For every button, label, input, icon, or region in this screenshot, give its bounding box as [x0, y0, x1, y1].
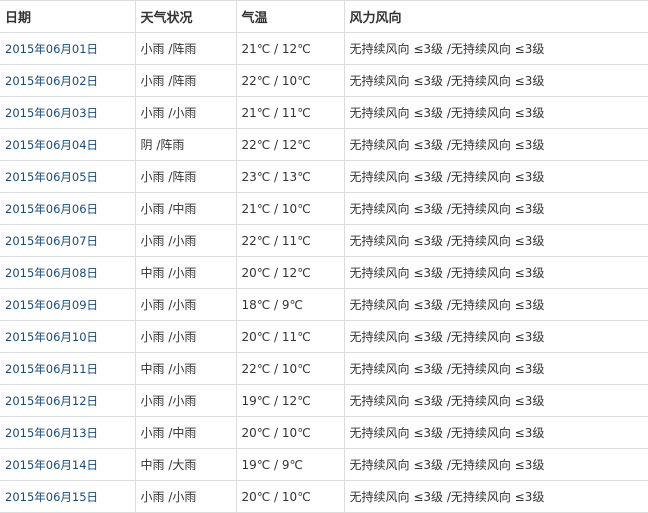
table-row: 2015年06月12日 小雨 /小雨 19℃ / 12℃ 无持续风向 ≤3级 /…: [0, 384, 648, 417]
wind-cell: 无持续风向 ≤3级 /无持续风向 ≤3级: [343, 64, 648, 97]
table-row: 2015年06月04日 阴 /阵雨 22℃ / 12℃ 无持续风向 ≤3级 /无…: [0, 128, 648, 161]
date-link[interactable]: 2015年06月14日: [5, 457, 99, 472]
date-link[interactable]: 2015年06月02日: [5, 73, 99, 88]
weather-cell: 小雨 /小雨: [134, 224, 237, 257]
table-row: 2015年06月10日 小雨 /小雨 20℃ / 11℃ 无持续风向 ≤3级 /…: [0, 320, 648, 353]
table-row: 2015年06月08日 中雨 /小雨 20℃ / 12℃ 无持续风向 ≤3级 /…: [0, 256, 648, 289]
wind-cell: 无持续风向 ≤3级 /无持续风向 ≤3级: [343, 32, 648, 65]
wind-cell: 无持续风向 ≤3级 /无持续风向 ≤3级: [343, 352, 648, 385]
date-cell: 2015年06月07日: [0, 224, 136, 257]
weather-cell: 小雨 /小雨: [134, 320, 237, 353]
table-row: 2015年06月13日 小雨 /中雨 20℃ / 10℃ 无持续风向 ≤3级 /…: [0, 416, 648, 449]
date-link[interactable]: 2015年06月15日: [5, 489, 99, 504]
date-cell: 2015年06月08日: [0, 256, 136, 289]
wind-cell: 无持续风向 ≤3级 /无持续风向 ≤3级: [343, 448, 648, 481]
date-cell: 2015年06月15日: [0, 480, 136, 513]
weather-cell: 阴 /阵雨: [134, 128, 237, 161]
date-cell: 2015年06月05日: [0, 160, 136, 193]
table-row: 2015年06月07日 小雨 /小雨 22℃ / 11℃ 无持续风向 ≤3级 /…: [0, 224, 648, 257]
wind-cell: 无持续风向 ≤3级 /无持续风向 ≤3级: [343, 480, 648, 513]
header-temp: 气温: [235, 0, 345, 33]
weather-cell: 中雨 /小雨: [134, 256, 237, 289]
weather-cell: 小雨 /中雨: [134, 192, 237, 225]
temp-cell: 21℃ / 10℃: [235, 192, 345, 225]
table-row: 2015年06月11日 中雨 /小雨 22℃ / 10℃ 无持续风向 ≤3级 /…: [0, 352, 648, 385]
date-cell: 2015年06月10日: [0, 320, 136, 353]
wind-cell: 无持续风向 ≤3级 /无持续风向 ≤3级: [343, 256, 648, 289]
table-row: 2015年06月14日 中雨 /大雨 19℃ / 9℃ 无持续风向 ≤3级 /无…: [0, 448, 648, 481]
wind-cell: 无持续风向 ≤3级 /无持续风向 ≤3级: [343, 224, 648, 257]
wind-cell: 无持续风向 ≤3级 /无持续风向 ≤3级: [343, 320, 648, 353]
weather-cell: 小雨 /小雨: [134, 96, 237, 129]
date-cell: 2015年06月12日: [0, 384, 136, 417]
date-link[interactable]: 2015年06月07日: [5, 233, 99, 248]
date-cell: 2015年06月02日: [0, 64, 136, 97]
date-cell: 2015年06月11日: [0, 352, 136, 385]
weather-cell: 小雨 /小雨: [134, 480, 237, 513]
temp-cell: 22℃ / 10℃: [235, 64, 345, 97]
weather-cell: 小雨 /阵雨: [134, 64, 237, 97]
wind-cell: 无持续风向 ≤3级 /无持续风向 ≤3级: [343, 416, 648, 449]
temp-cell: 20℃ / 12℃: [235, 256, 345, 289]
date-cell: 2015年06月06日: [0, 192, 136, 225]
weather-cell: 中雨 /小雨: [134, 352, 237, 385]
temp-cell: 19℃ / 12℃: [235, 384, 345, 417]
date-cell: 2015年06月01日: [0, 32, 136, 65]
temp-cell: 18℃ / 9℃: [235, 288, 345, 321]
temp-cell: 21℃ / 11℃: [235, 96, 345, 129]
header-wind: 风力风向: [343, 0, 648, 33]
date-link[interactable]: 2015年06月12日: [5, 393, 99, 408]
temp-cell: 22℃ / 11℃: [235, 224, 345, 257]
table-row: 2015年06月03日 小雨 /小雨 21℃ / 11℃ 无持续风向 ≤3级 /…: [0, 96, 648, 129]
temp-cell: 20℃ / 11℃: [235, 320, 345, 353]
date-cell: 2015年06月09日: [0, 288, 136, 321]
header-row: 日期 天气状况 气温 风力风向: [0, 0, 648, 33]
date-link[interactable]: 2015年06月05日: [5, 169, 99, 184]
table-row: 2015年06月02日 小雨 /阵雨 22℃ / 10℃ 无持续风向 ≤3级 /…: [0, 64, 648, 97]
header-weather: 天气状况: [134, 0, 237, 33]
date-cell: 2015年06月14日: [0, 448, 136, 481]
temp-cell: 20℃ / 10℃: [235, 416, 345, 449]
temp-cell: 23℃ / 13℃: [235, 160, 345, 193]
date-link[interactable]: 2015年06月03日: [5, 105, 99, 120]
table-row: 2015年06月01日 小雨 /阵雨 21℃ / 12℃ 无持续风向 ≤3级 /…: [0, 32, 648, 65]
wind-cell: 无持续风向 ≤3级 /无持续风向 ≤3级: [343, 160, 648, 193]
weather-cell: 中雨 /大雨: [134, 448, 237, 481]
temp-cell: 21℃ / 12℃: [235, 32, 345, 65]
date-link[interactable]: 2015年06月09日: [5, 297, 99, 312]
table-row: 2015年06月15日 小雨 /小雨 20℃ / 10℃ 无持续风向 ≤3级 /…: [0, 480, 648, 513]
temp-cell: 22℃ / 10℃: [235, 352, 345, 385]
header-date: 日期: [0, 0, 136, 33]
date-link[interactable]: 2015年06月10日: [5, 329, 99, 344]
weather-cell: 小雨 /小雨: [134, 384, 237, 417]
wind-cell: 无持续风向 ≤3级 /无持续风向 ≤3级: [343, 288, 648, 321]
weather-cell: 小雨 /阵雨: [134, 160, 237, 193]
date-link[interactable]: 2015年06月01日: [5, 41, 99, 56]
date-link[interactable]: 2015年06月11日: [5, 361, 99, 376]
weather-cell: 小雨 /阵雨: [134, 32, 237, 65]
date-link[interactable]: 2015年06月06日: [5, 201, 99, 216]
date-link[interactable]: 2015年06月13日: [5, 425, 99, 440]
date-cell: 2015年06月13日: [0, 416, 136, 449]
table-row: 2015年06月05日 小雨 /阵雨 23℃ / 13℃ 无持续风向 ≤3级 /…: [0, 160, 648, 193]
date-cell: 2015年06月04日: [0, 128, 136, 161]
wind-cell: 无持续风向 ≤3级 /无持续风向 ≤3级: [343, 128, 648, 161]
temp-cell: 20℃ / 10℃: [235, 480, 345, 513]
wind-cell: 无持续风向 ≤3级 /无持续风向 ≤3级: [343, 192, 648, 225]
date-link[interactable]: 2015年06月08日: [5, 265, 99, 280]
temp-cell: 22℃ / 12℃: [235, 128, 345, 161]
table-row: 2015年06月09日 小雨 /小雨 18℃ / 9℃ 无持续风向 ≤3级 /无…: [0, 288, 648, 321]
wind-cell: 无持续风向 ≤3级 /无持续风向 ≤3级: [343, 96, 648, 129]
weather-cell: 小雨 /小雨: [134, 288, 237, 321]
weather-cell: 小雨 /中雨: [134, 416, 237, 449]
temp-cell: 19℃ / 9℃: [235, 448, 345, 481]
date-link[interactable]: 2015年06月04日: [5, 137, 99, 152]
wind-cell: 无持续风向 ≤3级 /无持续风向 ≤3级: [343, 384, 648, 417]
table-row: 2015年06月06日 小雨 /中雨 21℃ / 10℃ 无持续风向 ≤3级 /…: [0, 192, 648, 225]
date-cell: 2015年06月03日: [0, 96, 136, 129]
